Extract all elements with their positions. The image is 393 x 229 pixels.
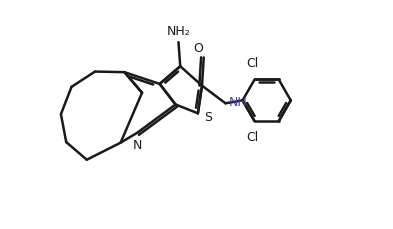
Text: N: N (133, 139, 143, 152)
Text: O: O (193, 41, 204, 55)
Text: Cl: Cl (246, 131, 258, 144)
Text: NH: NH (229, 96, 248, 109)
Text: Cl: Cl (246, 57, 258, 70)
Text: NH₂: NH₂ (167, 25, 190, 38)
Text: S: S (204, 111, 212, 124)
